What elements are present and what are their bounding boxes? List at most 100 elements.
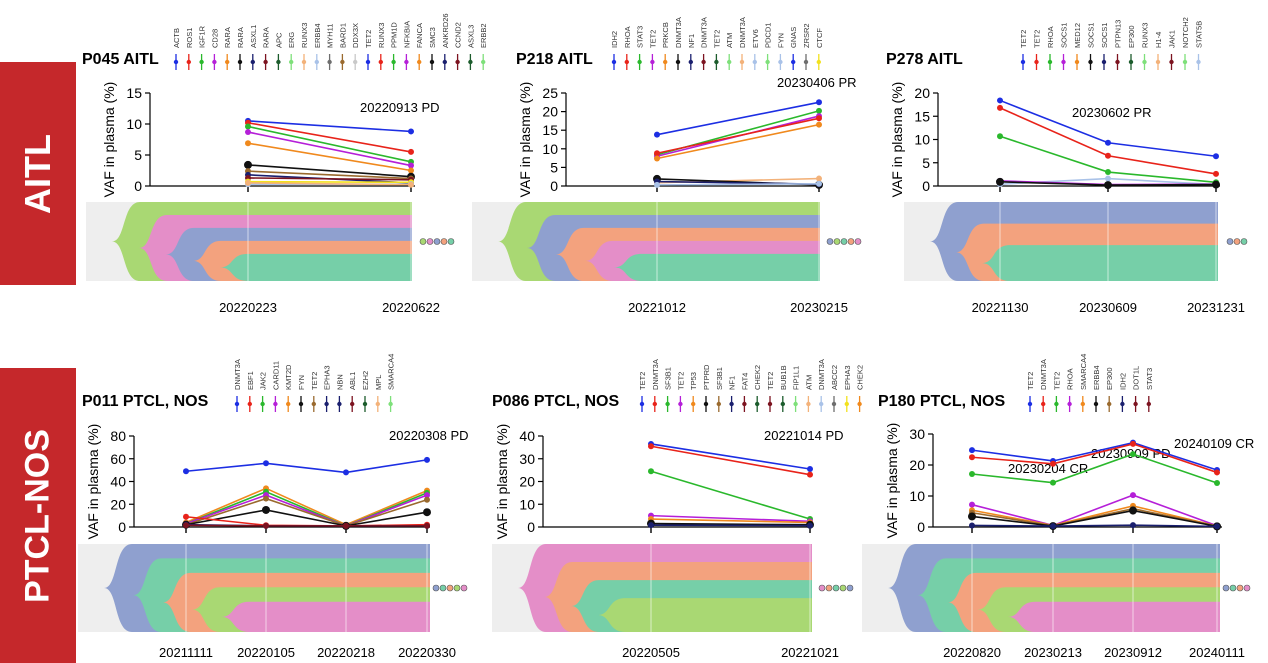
legend-swatch-dot — [639, 401, 645, 407]
legend-swatch-dot — [1034, 59, 1039, 65]
data-point — [423, 508, 431, 517]
legend-label: DNMT3A — [738, 17, 747, 48]
series-line — [247, 170, 412, 180]
series-line — [247, 131, 412, 167]
data-point — [1213, 170, 1219, 177]
legend-label: SOCS1 — [1060, 23, 1069, 48]
clone-tree-node — [447, 238, 455, 245]
series-line — [656, 182, 820, 186]
legend-label: PTPN13 — [1114, 20, 1123, 48]
legend-label: FYN — [776, 33, 785, 48]
data-point — [1130, 451, 1136, 458]
legend-swatch-dot — [742, 401, 747, 407]
panel-title: P278 AITL — [886, 51, 963, 68]
legend-swatch-dot — [337, 401, 342, 407]
legend-label: TP53 — [689, 372, 698, 390]
series-line — [247, 142, 412, 172]
timepoint-label: 20220223 — [219, 300, 277, 315]
legend-swatch-dot — [767, 401, 773, 407]
panel-P180: P180 PTCL, NOS TET2 DNMT3A TET2 RHOA SMARCA4 E… — [862, 354, 1254, 660]
legend-swatch-dot — [350, 401, 355, 407]
timepoint-label: 20220505 — [622, 645, 680, 660]
legend-label: RARA — [223, 27, 232, 48]
series-line — [185, 509, 428, 527]
data-point — [183, 468, 189, 475]
data-point — [343, 522, 349, 529]
timepoint-label: 20220330 — [398, 645, 456, 660]
legend-label: SMC3 — [428, 27, 437, 48]
legend-swatch-dot — [455, 59, 460, 65]
data-point — [1130, 492, 1136, 499]
series-line — [247, 164, 412, 178]
data-point — [424, 522, 430, 529]
clone-tree-node — [419, 238, 427, 245]
legend-swatch-dot — [650, 59, 655, 65]
data-point — [1105, 175, 1111, 182]
legend-label: MYH11 — [326, 24, 335, 48]
legend-swatch-dot — [353, 59, 358, 65]
data-point — [969, 454, 975, 461]
clone-tree-node — [1240, 238, 1248, 245]
clone-tree-node — [833, 238, 841, 245]
clone-tree-node — [846, 584, 854, 592]
legend-label: CCND2 — [454, 22, 463, 48]
legend-label: TET2 — [1019, 30, 1028, 48]
legend-swatch-dot — [791, 59, 796, 65]
legend-swatch-dot — [362, 401, 368, 407]
legend-label: STAT3 — [1145, 368, 1154, 390]
legend-label: EP300 — [1105, 367, 1114, 390]
legend-label: CD28 — [210, 29, 219, 48]
legend-swatch-dot — [765, 59, 770, 65]
data-point — [807, 522, 813, 529]
legend-label: ABCC2 — [830, 365, 839, 390]
data-point — [1214, 479, 1220, 486]
clone-tree-node — [1222, 584, 1230, 592]
legend-label: STAT5B — [1195, 21, 1204, 48]
legend-swatch-dot — [324, 401, 329, 407]
data-point — [816, 121, 822, 128]
series-line — [656, 101, 820, 136]
clone-tree-node — [840, 238, 848, 245]
y-tick-label: 5 — [134, 147, 142, 163]
clone-tree-node — [826, 238, 834, 245]
legend-swatch-dot — [1128, 59, 1134, 65]
legend-swatch-dot — [1080, 401, 1086, 407]
data-point — [654, 131, 660, 138]
y-axis-label: VAF in plasma (%) — [517, 82, 533, 198]
series-line — [185, 487, 428, 526]
data-point — [1050, 479, 1056, 486]
fishplot-clone — [221, 601, 430, 632]
data-point — [969, 447, 975, 454]
data-point — [244, 160, 252, 169]
data-point — [262, 505, 270, 514]
legend-swatch-dot — [225, 59, 230, 65]
data-point — [408, 148, 414, 155]
legend-swatch-dot — [1120, 401, 1125, 407]
y-tick-label: 0 — [134, 178, 142, 194]
legend-label: ERBB2 — [479, 23, 488, 48]
clone-tree-node — [1243, 584, 1251, 592]
timepoint-label: 20230215 — [790, 300, 848, 315]
y-tick-label: 20 — [110, 496, 126, 512]
y-tick-label: 0 — [527, 519, 535, 535]
series-line — [650, 470, 811, 520]
y-tick-label: 15 — [542, 122, 558, 138]
legend-label: ERBB4 — [1092, 365, 1101, 390]
panel-title: P180 PTCL, NOS — [878, 393, 1005, 410]
legend-swatch-dot — [739, 59, 745, 65]
clone-tree-node — [446, 584, 454, 592]
legend-label: RUNX3 — [377, 23, 386, 48]
timepoint-label: 20230213 — [1024, 645, 1082, 660]
legend-label: FAT4 — [740, 373, 749, 390]
legend-label: IDH2 — [1118, 373, 1127, 390]
legend-swatch-dot — [675, 59, 681, 65]
legend-label: ERBB4 — [313, 23, 322, 48]
legend-label: JAK2 — [259, 372, 268, 390]
legend-label: TET2 — [364, 30, 373, 48]
data-point — [408, 162, 414, 169]
legend-swatch-dot — [793, 401, 798, 407]
legend-swatch-dot — [780, 401, 785, 407]
clone-tree-node — [825, 584, 833, 592]
